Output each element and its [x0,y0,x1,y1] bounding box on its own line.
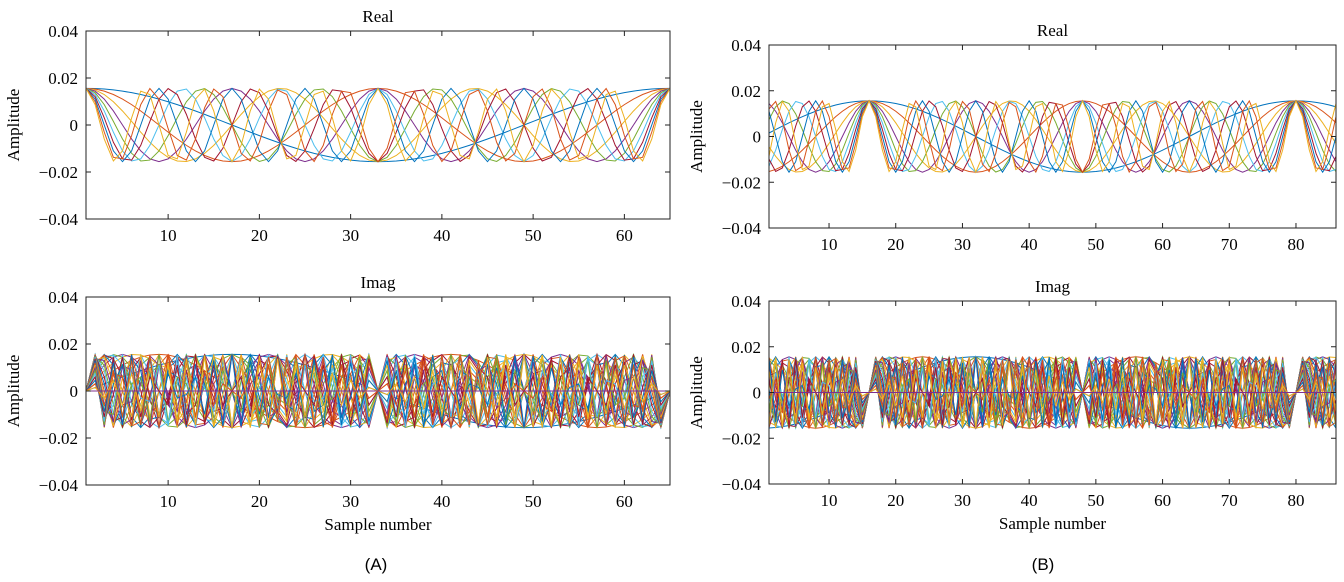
x-tick-label: 70 [1221,235,1238,254]
y-tick-label: 0 [753,384,762,403]
x-tick-label: 50 [1087,491,1104,510]
series-group [769,354,1336,431]
y-tick-label: −0.02 [722,429,761,448]
y-tick-label: 0 [70,382,79,401]
y-tick-label: 0.04 [731,36,761,55]
x-tick-label: 60 [1154,491,1171,510]
series-line-k10 [86,87,670,163]
chart-B-real: 10 20 30 40 50 60 70 80 −0.04 −0.02 0 0.02 0.04 Real A… [687,21,1337,254]
series-line-k30 [769,356,1336,429]
chart-A-real: 10 20 30 40 50 60 −0.04 −0.02 0 0.02 0.04 Real Ampli… [4,7,671,245]
series-line-k31 [769,356,1336,429]
y-tick-label: −0.04 [722,475,762,494]
x-axis-label: Sample number [324,515,432,534]
chart-A-imag: 10 20 30 40 50 60 −0.04 −0.02 0 0.02 0.04 Imag Ampli… [4,273,671,534]
x-tick-label: 30 [342,226,359,245]
chart-title: Real [1037,21,1068,40]
y-tick-label: 0 [753,128,762,147]
chart-title: Imag [1035,277,1070,296]
y-axis-label: Amplitude [4,89,23,162]
y-tick-label: −0.04 [722,219,762,238]
series-line-k8 [769,99,1336,174]
x-tick-label: 20 [887,491,904,510]
x-tick-label: 20 [887,235,904,254]
panel-label-a: (A) [365,555,388,574]
y-tick-label: 0.02 [48,335,78,354]
x-axis-label: Sample number [999,514,1107,533]
x-tick-label: 80 [1287,235,1304,254]
y-axis-label: Amplitude [687,356,706,429]
y-tick-label: −0.04 [39,210,79,229]
y-tick-label: 0.04 [731,292,761,311]
x-tick-label: 60 [616,226,633,245]
y-tick-label: 0.04 [48,22,78,41]
y-tick-label: −0.02 [39,163,78,182]
x-tick-label: 30 [954,235,971,254]
x-tick-label: 50 [1087,235,1104,254]
chart-title: Real [362,7,393,26]
panel-label-b: (B) [1032,555,1055,574]
x-tick-label: 20 [251,226,268,245]
y-tick-label: 0 [70,116,79,135]
series-group [769,99,1336,174]
x-tick-label: 30 [342,492,359,511]
x-tick-label: 40 [433,492,450,511]
series-line-k9 [86,87,670,163]
x-tick-label: 10 [821,491,838,510]
x-tick-label: 30 [954,491,971,510]
series-line-k5 [86,87,670,163]
series-group [86,87,670,163]
y-tick-label: −0.02 [722,173,761,192]
series-line-k24 [769,356,1336,429]
x-tick-label: 10 [821,235,838,254]
series-line-k10 [769,99,1336,174]
x-tick-label: 40 [1021,235,1038,254]
y-tick-label: 0.04 [48,288,78,307]
y-axis-label: Amplitude [4,355,23,428]
series-group [86,352,670,430]
x-tick-label: 80 [1287,491,1304,510]
y-tick-label: 0.02 [731,82,761,101]
series-line-k26 [769,356,1336,429]
y-tick-label: 0.02 [731,338,761,357]
x-tick-label: 40 [433,226,450,245]
x-tick-label: 50 [525,492,542,511]
y-axis-label: Amplitude [687,100,706,173]
y-tick-label: −0.02 [39,429,78,448]
chart-title: Imag [361,273,396,292]
x-tick-label: 20 [251,492,268,511]
x-tick-label: 10 [160,492,177,511]
x-tick-label: 10 [160,226,177,245]
series-line-k9 [769,99,1336,174]
y-tick-label: −0.04 [39,476,79,495]
x-tick-label: 50 [525,226,542,245]
x-tick-label: 40 [1021,491,1038,510]
x-tick-label: 60 [1154,235,1171,254]
series-line-k7 [769,100,1336,173]
y-tick-label: 0.02 [48,69,78,88]
chart-B-imag: 10 20 30 40 50 60 70 80 −0.04 −0.02 0 0.02 0.04 Imag A… [687,277,1337,533]
x-tick-label: 60 [616,492,633,511]
x-tick-label: 70 [1221,491,1238,510]
